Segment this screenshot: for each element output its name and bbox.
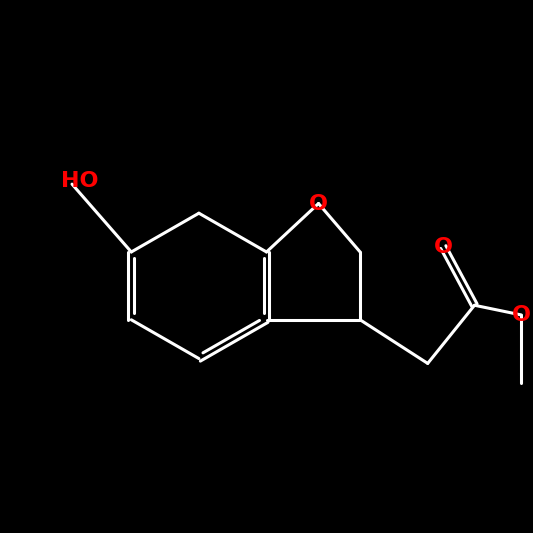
Text: HO: HO (61, 172, 99, 191)
Text: O: O (309, 193, 328, 214)
Text: O: O (512, 305, 531, 325)
Text: O: O (434, 237, 453, 257)
